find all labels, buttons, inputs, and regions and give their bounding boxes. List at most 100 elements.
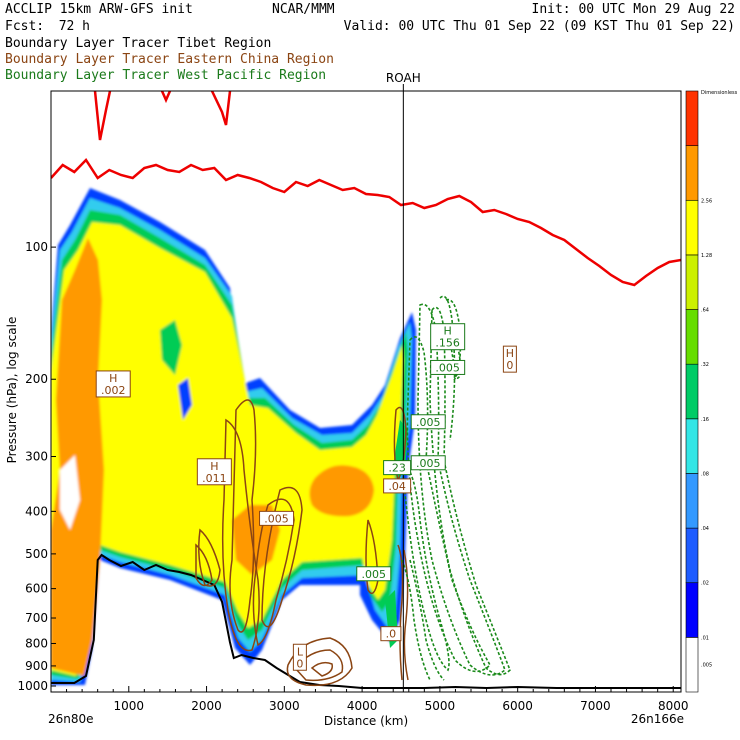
legend-prefix: Boundary Layer Tracer [5, 68, 170, 83]
org-label: NCAR/MMM [272, 2, 335, 17]
x-tick-label: 4000 [347, 699, 378, 713]
x-tick-label: 5000 [425, 699, 456, 713]
contour-value: .04 [388, 480, 406, 493]
contour-value: .23 [388, 462, 406, 475]
contour-label-box [383, 478, 412, 494]
contour-value: .0 [386, 628, 397, 641]
legend-entry: Boundary Layer Tracer Eastern China Regio… [5, 52, 334, 67]
contour-label: .005 [259, 510, 295, 526]
contour-extremum-kind: H [506, 347, 514, 360]
contour-label: .005 [356, 566, 392, 582]
colorbar-level: .08 [701, 471, 709, 477]
contour-label: .04 [383, 478, 412, 494]
legend-region: West Pacific Region [177, 68, 326, 83]
contour-value: 0 [506, 359, 513, 372]
tropopause-line [51, 158, 681, 287]
y-tick-label: 700 [25, 611, 48, 625]
x-tick-label: 7000 [580, 699, 611, 713]
x-tick-label: 6000 [502, 699, 533, 713]
plot-frame [50, 90, 682, 693]
contour-label: .0 [380, 626, 402, 642]
x-tick-label: 8000 [658, 699, 689, 713]
colorbar-level: .64 [701, 308, 709, 314]
y-tick-label: 800 [25, 636, 48, 650]
x-axis: 1000 2000 3000 4000 5000 6000 7000 8000 [50, 686, 689, 713]
colorbar-swatch [685, 582, 699, 638]
contour-label: H0 [502, 345, 517, 373]
terrain-line [51, 553, 681, 690]
contour-label: L0 [292, 643, 307, 671]
tracer-shading [51, 188, 416, 685]
colorbar-level: .32 [701, 362, 709, 368]
contour-label-box [292, 643, 307, 671]
contour-label: H.156 [430, 323, 466, 351]
contour-extremum-kind: L [297, 645, 304, 658]
contour-label-box [383, 460, 412, 476]
colorbar-level: 1.28 [701, 253, 712, 259]
y-tick-label: 100 [25, 240, 48, 254]
y-tick-label: 600 [25, 582, 48, 596]
colorbar-level: .04 [701, 526, 709, 532]
contour-label: .005 [410, 414, 446, 430]
colorbar-title: Dimensionless [701, 90, 738, 96]
valid-time: Valid: 00 UTC Thu 01 Sep 22 (09 KST Thu … [344, 19, 735, 34]
contour-value: .005 [416, 457, 441, 470]
contour-label-box [430, 323, 466, 351]
x-axis-label: Distance (km) [324, 714, 408, 728]
forecast-hour: 72 h [59, 19, 90, 34]
contour-label-box [410, 414, 446, 430]
contour-label-box [380, 626, 402, 642]
y-tick-label: 900 [25, 659, 48, 673]
contour-extremum-kind: H [444, 325, 452, 338]
contour-value: .005 [416, 416, 441, 429]
x-tick-label: 3000 [269, 699, 300, 713]
tropopause-spike [93, 91, 112, 141]
contour-label-box [95, 370, 131, 398]
contour-value: .005 [435, 361, 460, 374]
tropopause-spike [160, 91, 172, 104]
colorbar-level: .01 [701, 635, 709, 641]
contour-label-box [259, 510, 295, 526]
x-tick-label: 1000 [114, 699, 145, 713]
legend-region: Eastern China Region [177, 52, 334, 67]
contour-extremum-kind: H [210, 460, 218, 473]
contour-value: .005 [362, 568, 387, 581]
contour-label: H.011 [196, 458, 232, 486]
right-endpoint-label: 26n166e [631, 712, 684, 726]
contour-label: H.002 [95, 370, 131, 398]
y-tick-label: 500 [25, 547, 48, 561]
colorbar-swatch [685, 145, 699, 201]
contour-label: .23 [383, 460, 412, 476]
contour-extremum-kind: H [109, 372, 117, 385]
legend-entry: Boundary Layer Tracer West Pacific Region [5, 68, 326, 83]
left-endpoint-label: 26n80e [48, 712, 94, 726]
colorbar-level: .005 [701, 663, 712, 669]
model-title: ACCLIP 15km ARW-GFS init [5, 2, 193, 17]
contour-labels: H.002H.011.005L0H0H.156.005.005.005.005.… [95, 323, 517, 671]
colorbar-level: .02 [701, 581, 709, 587]
legend-entry: Boundary Layer Tracer Tibet Region [5, 36, 271, 51]
colorbar-swatch [685, 90, 699, 146]
colorbar-level: 2.56 [701, 198, 712, 204]
roah-label: ROAH [386, 71, 421, 85]
y-axis-label: Pressure (hPa), log scale [5, 317, 19, 464]
y-axis: 100 200 300 400 500 600 700 800 900 1000 [17, 240, 56, 693]
y-tick-label: 300 [25, 450, 48, 464]
colorbar-swatch [685, 309, 699, 365]
contour-label: .005 [430, 359, 466, 375]
tropopause-spike [210, 91, 232, 126]
west-pacific-tracer-contours [401, 295, 511, 681]
init-time: Init: 00 UTC Mon 29 Aug 22 [532, 2, 736, 17]
contour-label-box [410, 455, 446, 471]
contour-label-box [196, 458, 232, 486]
colorbar-swatch [685, 637, 699, 693]
y-tick-label: 400 [25, 504, 48, 518]
colorbar: Dimensionless .005 .01 .02 .04 .08 .16 .32 .64 1.… [685, 90, 738, 693]
contour-value: .005 [264, 512, 289, 525]
legend: Boundary Layer Tracer Tibet RegionBoundar… [5, 36, 334, 83]
colorbar-swatch [685, 254, 699, 310]
legend-prefix: Boundary Layer Tracer [5, 52, 170, 67]
colorbar-level: .16 [701, 417, 709, 423]
contour-value: 0 [296, 657, 303, 670]
